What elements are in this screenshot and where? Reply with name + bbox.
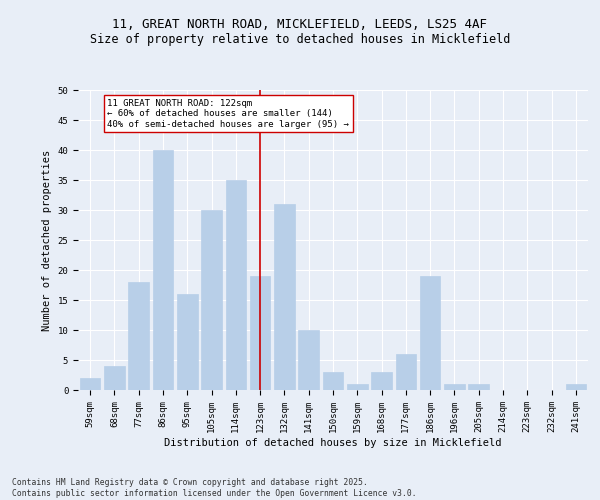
Bar bbox=[323, 372, 343, 390]
Bar bbox=[250, 276, 271, 390]
Bar bbox=[201, 210, 222, 390]
Bar bbox=[226, 180, 246, 390]
Bar bbox=[371, 372, 392, 390]
Bar bbox=[566, 384, 586, 390]
Bar bbox=[298, 330, 319, 390]
Bar bbox=[347, 384, 368, 390]
Bar bbox=[420, 276, 440, 390]
Bar bbox=[274, 204, 295, 390]
Bar bbox=[469, 384, 489, 390]
Bar bbox=[444, 384, 465, 390]
Text: Contains HM Land Registry data © Crown copyright and database right 2025.
Contai: Contains HM Land Registry data © Crown c… bbox=[12, 478, 416, 498]
Bar bbox=[104, 366, 125, 390]
Y-axis label: Number of detached properties: Number of detached properties bbox=[42, 150, 52, 330]
X-axis label: Distribution of detached houses by size in Micklefield: Distribution of detached houses by size … bbox=[164, 438, 502, 448]
Text: 11 GREAT NORTH ROAD: 122sqm
← 60% of detached houses are smaller (144)
40% of se: 11 GREAT NORTH ROAD: 122sqm ← 60% of det… bbox=[107, 99, 349, 129]
Bar bbox=[152, 150, 173, 390]
Bar bbox=[80, 378, 100, 390]
Text: 11, GREAT NORTH ROAD, MICKLEFIELD, LEEDS, LS25 4AF: 11, GREAT NORTH ROAD, MICKLEFIELD, LEEDS… bbox=[113, 18, 487, 30]
Bar bbox=[395, 354, 416, 390]
Bar bbox=[128, 282, 149, 390]
Text: Size of property relative to detached houses in Micklefield: Size of property relative to detached ho… bbox=[90, 32, 510, 46]
Bar bbox=[177, 294, 197, 390]
